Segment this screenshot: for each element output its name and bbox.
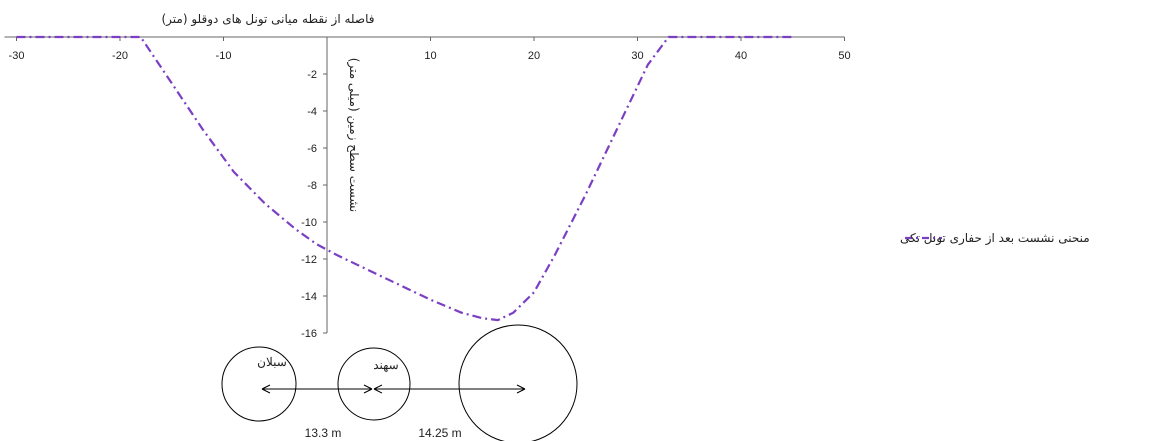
x-tick-label: 30 <box>631 50 643 62</box>
tunnel-label-sabalan: سبلان <box>257 355 287 369</box>
tunnel-diagram: سبلان سهند 13.3 m 14.25 m <box>221 324 578 441</box>
x-tick-label: 10 <box>424 50 436 62</box>
series-line <box>16 35 793 322</box>
y-tick-label: -2 <box>307 69 317 81</box>
dimension-label-2: 14.25 m <box>418 426 461 440</box>
y-tick-label: -10 <box>301 217 317 229</box>
tunnel-right-circle <box>458 324 578 441</box>
axes <box>4 36 845 333</box>
y-axis-title: نشست سطح زمین (میلی متر) <box>346 58 361 212</box>
y-tick-label: -4 <box>307 106 317 118</box>
x-ticks: -30 -20 -10 10 20 30 40 50 <box>9 37 851 62</box>
legend-label: منحنی نشست بعد از حفاری تونل تکی <box>900 231 1090 246</box>
arrow-right-icon <box>516 384 526 394</box>
tunnel-label-sahand: سهند <box>373 358 399 372</box>
dimension-label-1: 13.3 m <box>305 426 342 440</box>
x-tick-label: -30 <box>9 50 25 62</box>
y-tick-label: -14 <box>301 291 317 303</box>
y-tick-label: -8 <box>307 180 317 192</box>
tunnel-middle-circle <box>337 347 411 421</box>
arrow-right-icon <box>363 384 373 394</box>
x-tick-label: 50 <box>838 50 850 62</box>
x-tick-label: 20 <box>528 50 540 62</box>
y-ticks: -2 -4 -6 -8 -10 -12 -14 -16 <box>301 69 327 340</box>
x-tick-label: -10 <box>216 50 232 62</box>
y-tick-label: -6 <box>307 143 317 155</box>
y-tick-label: -16 <box>301 328 317 340</box>
x-tick-label: 40 <box>735 50 747 62</box>
x-tick-label: -20 <box>112 50 128 62</box>
legend: منحنی نشست بعد از حفاری تونل تکی <box>900 231 1090 246</box>
tunnel-left-circle <box>221 346 297 422</box>
arrow-left-icon <box>261 384 271 394</box>
y-tick-label: -12 <box>301 254 317 266</box>
arrow-left-icon <box>373 384 383 394</box>
series-layer <box>16 35 793 322</box>
x-axis-title: فاصله از نقطه میانی تونل های دوقلو (متر) <box>162 12 375 27</box>
